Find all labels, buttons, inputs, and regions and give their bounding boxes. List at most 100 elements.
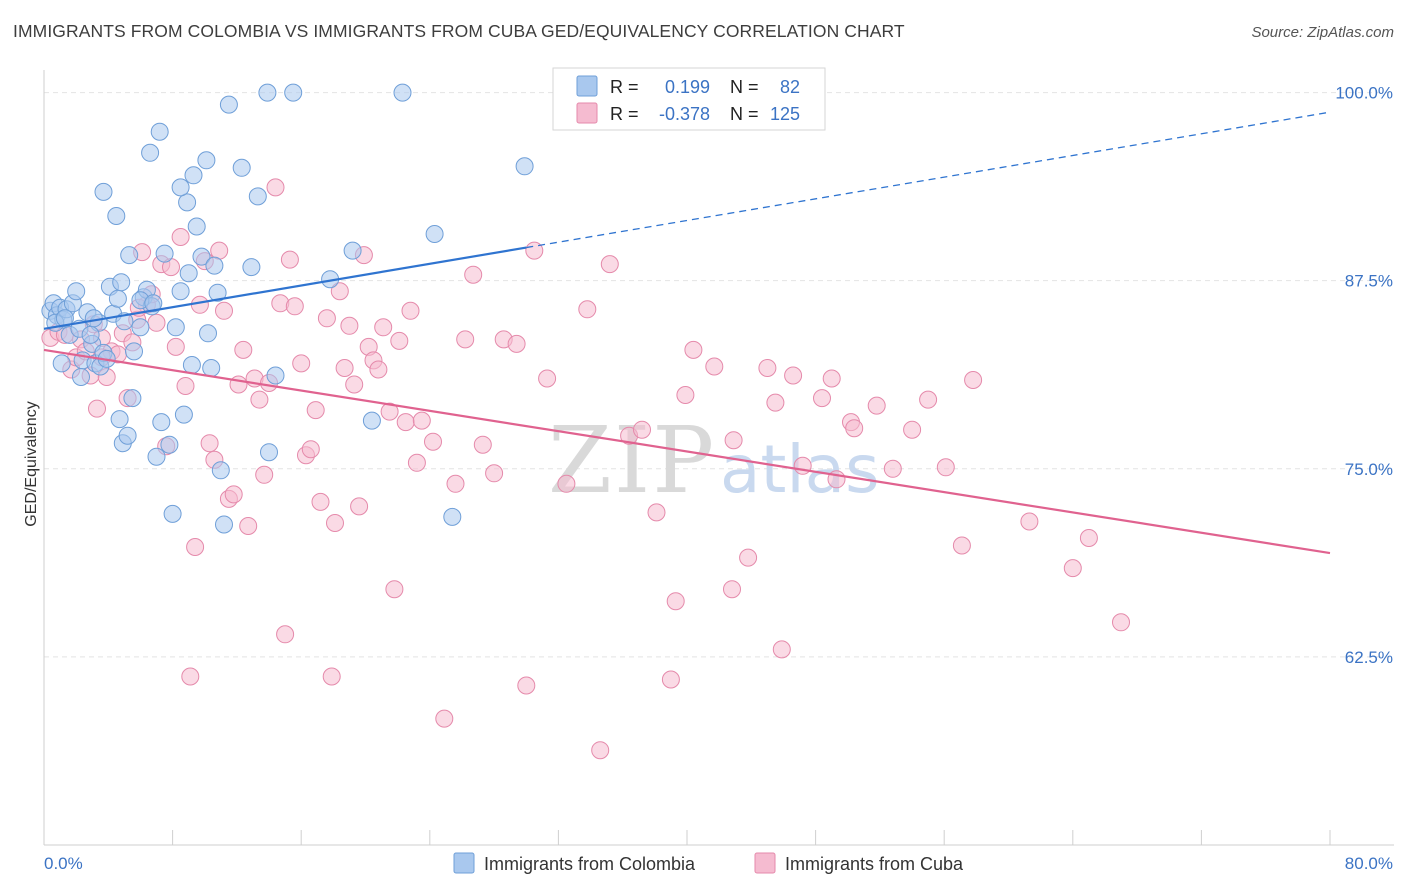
y-tick-label: 75.0% — [1345, 460, 1393, 479]
cuba-point — [772, 640, 791, 659]
cuba-point — [317, 309, 336, 328]
colombia-point — [211, 461, 230, 480]
trend-lines — [43, 111, 1331, 555]
cuba-point — [401, 301, 420, 320]
colombia-point — [192, 247, 211, 266]
cuba-trend-line — [43, 348, 1331, 555]
cuba-point — [591, 741, 610, 760]
cuba-point — [507, 334, 526, 353]
chart-title: IMMIGRANTS FROM COLOMBIA VS IMMIGRANTS F… — [13, 21, 905, 41]
colombia-point — [171, 282, 190, 301]
cuba-point — [666, 592, 685, 611]
colombia-point — [179, 264, 198, 283]
cuba-point — [1079, 529, 1098, 547]
cuba-point — [345, 375, 364, 394]
cuba-point — [255, 465, 274, 484]
cuba-point — [250, 390, 269, 409]
cuba-point — [340, 316, 359, 335]
colombia-point — [67, 282, 86, 301]
colombia-point — [242, 258, 261, 277]
cuba-point — [705, 357, 724, 376]
cuba-point — [311, 492, 330, 511]
cuba-point — [739, 548, 758, 567]
cuba-point — [647, 503, 666, 522]
cuba-point — [723, 580, 741, 599]
colombia-point — [141, 143, 160, 162]
colombia-point — [84, 309, 103, 328]
cuba-point — [306, 401, 325, 420]
cuba-point — [390, 331, 409, 350]
correlation-legend: R = 0.199 N = 82 R = -0.378 N = 125 — [552, 67, 826, 131]
cuba-point — [276, 625, 295, 644]
colombia-point — [266, 366, 285, 385]
colombia-point — [120, 246, 139, 265]
x-tick-label-min: 0.0% — [44, 854, 83, 873]
cuba-point — [784, 366, 803, 385]
legend-box — [552, 67, 826, 131]
cuba-point — [369, 360, 388, 379]
colombia-point — [171, 178, 190, 197]
colombia-point — [284, 83, 303, 102]
cuba-point — [186, 538, 205, 556]
cuba-point — [676, 386, 695, 404]
cuba-point — [557, 474, 576, 493]
legend-r-label-cuba: R = — [610, 104, 639, 124]
colombia-point — [425, 225, 444, 243]
colombia-point — [112, 273, 131, 292]
cuba-point — [292, 354, 311, 373]
cuba-point — [210, 241, 229, 260]
cuba-point — [229, 375, 248, 394]
legend-n-label-cuba: N = — [730, 104, 759, 124]
legend-n-value-cuba: 125 — [770, 104, 800, 124]
cuba-point — [845, 419, 864, 438]
cuba-point — [176, 377, 195, 395]
bottom-legend-label-cuba: Immigrants from Cuba — [785, 854, 964, 874]
cuba-point — [464, 265, 483, 284]
colombia-point — [81, 325, 100, 344]
colombia-point — [55, 309, 74, 328]
cuba-point — [600, 255, 619, 274]
x-tick-marks — [43, 830, 1331, 845]
cuba-point — [266, 178, 285, 197]
cuba-point — [301, 440, 320, 459]
cuba-point — [396, 413, 415, 432]
colombia-point — [123, 389, 142, 408]
watermark: ZIP atlas — [548, 407, 880, 514]
colombia-point — [152, 413, 171, 432]
colombia-point — [72, 368, 90, 386]
colombia-point — [182, 356, 201, 374]
colombia-point — [131, 318, 150, 337]
cuba-point — [485, 464, 504, 483]
bottom-legend-swatch-colombia — [453, 852, 475, 874]
legend-r-value-cuba: -0.378 — [659, 104, 710, 124]
cuba-point — [473, 435, 492, 454]
y-tick-label: 87.5% — [1345, 272, 1393, 291]
cuba-point — [322, 667, 341, 686]
cuba-point — [1020, 512, 1039, 531]
cuba-point — [867, 396, 886, 415]
colombia-point — [166, 318, 185, 337]
cuba-point — [330, 282, 349, 301]
colombia-point — [393, 83, 412, 102]
colombia-point — [199, 324, 217, 343]
cuba-point — [456, 330, 475, 349]
colombia-point — [443, 507, 462, 526]
cuba-point — [380, 402, 399, 421]
colombia-point — [248, 187, 267, 206]
colombia-point — [197, 151, 216, 170]
bottom-legend-label-colombia: Immigrants from Colombia — [484, 854, 696, 874]
colombia-point — [160, 435, 179, 454]
cuba-point — [661, 670, 680, 689]
source-credit: Source: ZipAtlas.com — [1251, 24, 1394, 41]
colombia-point — [163, 504, 182, 523]
cuba-point — [350, 497, 369, 516]
colombia-point — [150, 122, 169, 141]
cuba-point — [813, 389, 831, 408]
cuba-point — [903, 420, 922, 439]
colombia-point — [118, 426, 137, 445]
cuba-point — [147, 313, 166, 332]
cuba-point — [271, 294, 290, 313]
cuba-point — [171, 228, 190, 246]
cuba-point — [435, 709, 454, 728]
cuba-point — [936, 458, 955, 477]
